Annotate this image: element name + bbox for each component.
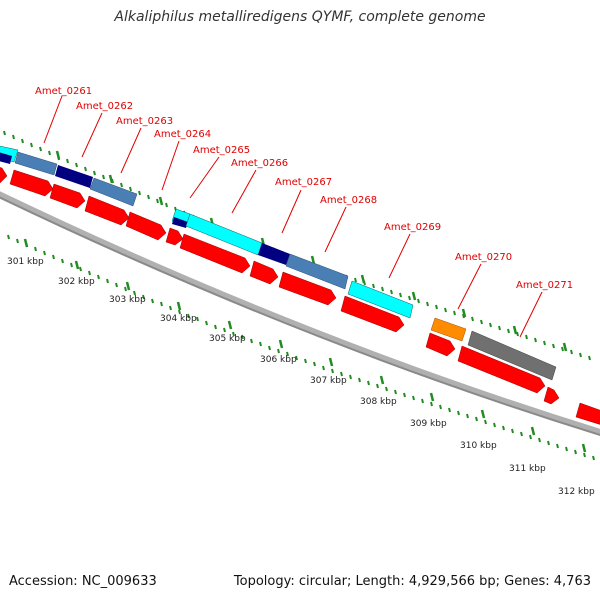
feature-gray [467, 330, 557, 381]
cds-arrow [84, 195, 130, 226]
cds-arrow [179, 233, 251, 274]
feature-navy [172, 217, 188, 228]
cds-arrow [457, 345, 546, 394]
feature-steelblue [285, 253, 349, 290]
gene-label: Amet_0266 [231, 158, 288, 169]
gene-label: Amet_0269 [384, 222, 441, 233]
kbp-label: 301 kbp [7, 257, 44, 267]
gene-label: Amet_0267 [275, 177, 332, 188]
kbp-label: 307 kbp [310, 376, 347, 386]
feature-track [0, 145, 557, 381]
gene-label: Amet_0270 [455, 252, 512, 263]
cds-arrow [340, 295, 405, 333]
feature-steelblue [14, 151, 58, 176]
gene-label: Amet_0263 [116, 116, 173, 127]
kbp-label: 305 kbp [209, 334, 246, 344]
feature-navy [258, 243, 290, 265]
kbp-label: 303 kbp [109, 295, 146, 305]
cds-arrow [278, 271, 337, 306]
kbp-label: 311 kbp [509, 464, 546, 474]
cds-arrow [125, 211, 167, 241]
cds-arrow [165, 227, 184, 246]
cds-arrow [425, 332, 456, 357]
feature-cyan [347, 280, 414, 319]
kbp-label: 308 kbp [360, 397, 397, 407]
accession-label: Accession: NC_009633 [9, 574, 157, 589]
feature-navy [55, 165, 93, 188]
cds-arrow [0, 167, 8, 184]
kbp-label: 302 kbp [58, 277, 95, 287]
gene-label: Amet_0268 [320, 195, 377, 206]
gene-label: Amet_0271 [516, 280, 573, 291]
cds-arrow [543, 386, 560, 405]
gene-label: Amet_0262 [76, 101, 133, 112]
kbp-label: 304 kbp [160, 314, 197, 324]
cds-arrow [575, 402, 600, 425]
cds-arrow [49, 183, 86, 209]
feature-navy [0, 152, 12, 164]
gene-label: Amet_0261 [35, 86, 92, 97]
inner-ticks [7, 234, 595, 461]
cds-track [0, 167, 600, 425]
kbp-label: 312 kbp [558, 487, 595, 497]
cds-arrow [249, 260, 279, 285]
kbp-label: 306 kbp [260, 355, 297, 365]
kbp-label: 310 kbp [460, 441, 497, 451]
kbp-label: 309 kbp [410, 419, 447, 429]
gene-label: Amet_0264 [154, 129, 211, 140]
gene-labels: Amet_0261 Amet_0262 Amet_0263 Amet_0264 … [35, 86, 573, 291]
feature-orange [430, 317, 467, 342]
map-title: Alkaliphilus metalliredigens QYMF, compl… [114, 9, 486, 25]
leader-lines [43, 95, 543, 338]
genome-backbone [0, 191, 600, 436]
kbp-labels: 301 kbp 302 kbp 303 kbp 304 kbp 305 kbp … [7, 257, 595, 497]
feature-steelblue [89, 177, 138, 207]
gene-label: Amet_0265 [193, 145, 250, 156]
genome-stats-label: Topology: circular; Length: 4,929,566 bp… [233, 574, 591, 589]
cds-arrow [9, 169, 54, 197]
